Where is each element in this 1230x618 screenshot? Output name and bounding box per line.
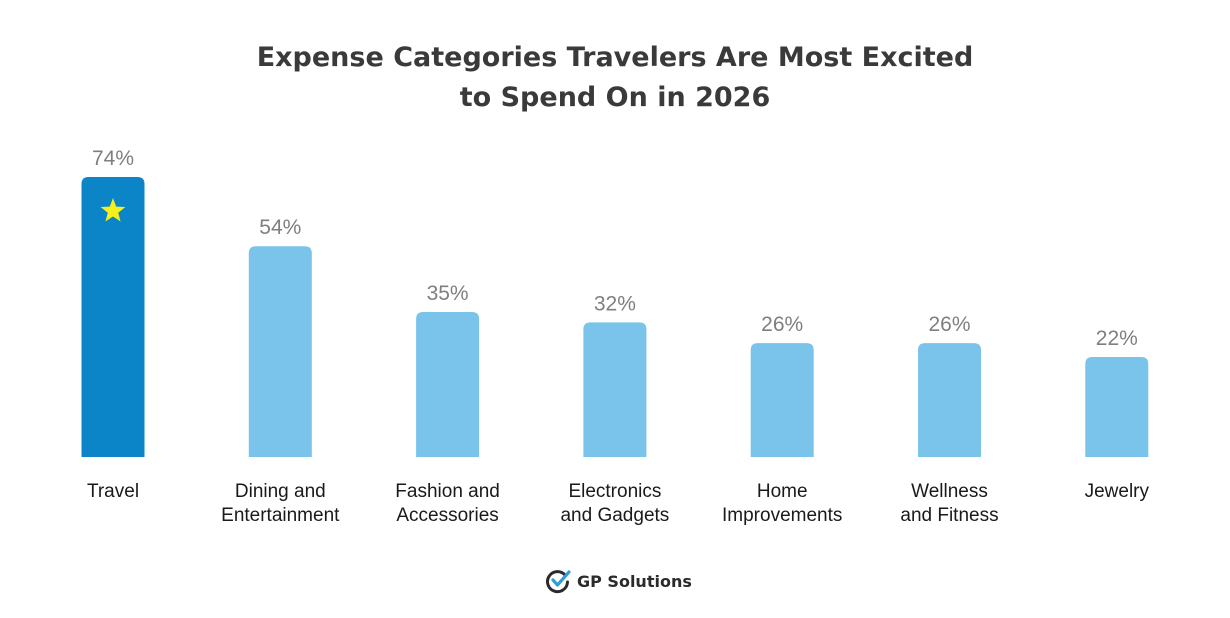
brand-logo: GP Solutions (545, 568, 692, 594)
value-label: 26% (928, 313, 970, 336)
category-label: Accessories (396, 505, 498, 526)
bar (248, 246, 312, 457)
brand-name: GP Solutions (577, 571, 692, 591)
category-label: Jewelry (1085, 481, 1150, 502)
bar (750, 343, 814, 457)
value-label: 32% (594, 292, 636, 315)
category-label: Wellness (911, 481, 988, 502)
value-label: 54% (259, 216, 301, 239)
value-label: 26% (761, 313, 803, 336)
category-label: Dining and (235, 481, 326, 502)
category-label: Entertainment (221, 505, 340, 526)
chart-title: Expense Categories Travelers Are Most Ex… (0, 38, 1230, 118)
chart-title-line-2: to Spend On in 2026 (459, 82, 771, 113)
value-label: 74% (92, 147, 134, 170)
category-label: Electronics (568, 481, 661, 502)
category-label: Home (757, 481, 808, 502)
category-label: Improvements (722, 505, 842, 526)
value-label: 22% (1096, 327, 1138, 350)
value-label: 35% (427, 282, 469, 305)
bar (416, 312, 480, 457)
bar (81, 177, 145, 457)
category-label: and Gadgets (560, 505, 669, 526)
bar (1085, 357, 1149, 457)
category-label: Fashion and (395, 481, 500, 502)
checkmark-circle-icon (546, 570, 571, 594)
category-label: Travel (87, 481, 139, 502)
bar (918, 343, 981, 457)
star-icon (100, 198, 126, 222)
category-label: and Fitness (900, 505, 998, 526)
chart-title-line-1: Expense Categories Travelers Are Most Ex… (256, 42, 974, 73)
bar (583, 322, 647, 457)
